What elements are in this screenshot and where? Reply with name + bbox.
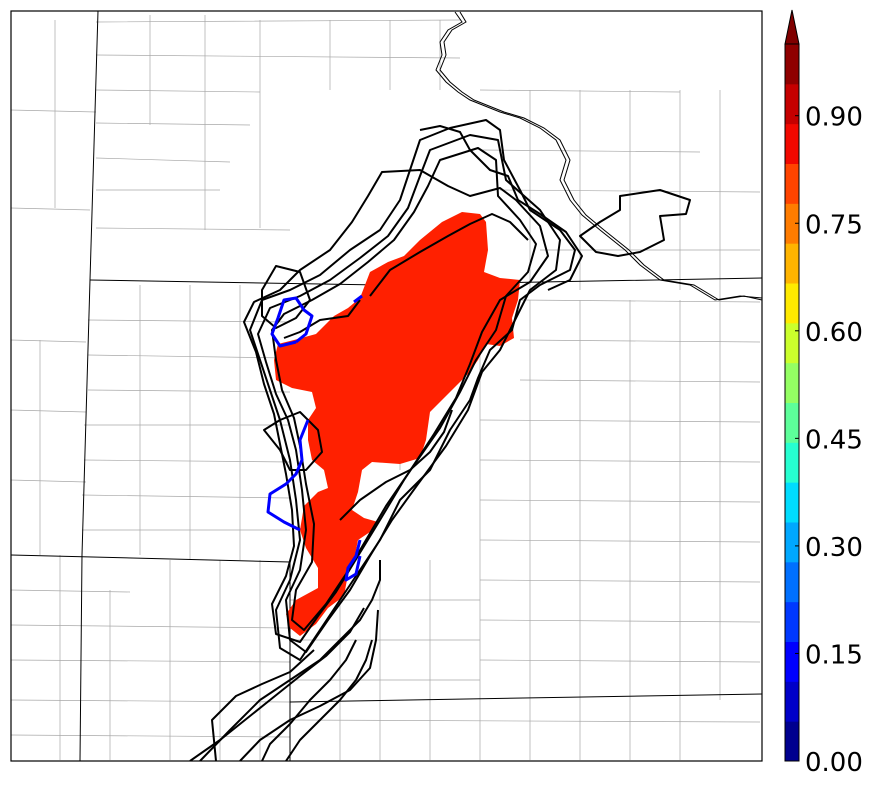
county-boundaries [11, 15, 761, 760]
colorbar-bin [785, 83, 799, 125]
colorbar-tick-label: 0.45 [805, 425, 863, 455]
colorbar-tick-label: 0.60 [805, 318, 863, 348]
colorbar-bin [785, 681, 799, 722]
colorbar-bin [785, 243, 799, 284]
colorbar-bin [785, 44, 799, 85]
colorbar-bin [785, 601, 799, 642]
colorbar-bin [785, 163, 799, 204]
colorbar-tick-label: 0.15 [805, 640, 863, 670]
colorbar-bin [785, 641, 799, 682]
colorbar-tick-label: 0.30 [805, 533, 863, 563]
observed-contour [266, 294, 363, 582]
colorbar-bin [785, 322, 799, 364]
colorbar-bins [785, 44, 799, 762]
ensemble-member-contours [189, 119, 691, 761]
colorbar-tick-label: 0.00 [805, 748, 863, 778]
colorbar-tick-label: 0.90 [805, 103, 863, 133]
colorbar-bin [785, 442, 799, 483]
colorbar-bin [785, 362, 799, 403]
colorbar-outline [784, 43, 800, 762]
colorbar-bin [785, 283, 799, 324]
colorbar-ticks: 0.00 0.15 0.30 0.45 0.60 0.75 0.90 [795, 103, 863, 778]
colorbar-tick-label: 0.75 [805, 210, 863, 240]
colorbar-bin [785, 123, 799, 164]
colorbar-bin [785, 203, 799, 244]
colorbar-extend-arrow [784, 9, 800, 45]
colorbar: 0.00 0.15 0.30 0.45 0.60 0.75 0.90 [784, 9, 863, 778]
map-frame [10, 10, 763, 762]
colorbar-bin [785, 402, 799, 443]
colorbar-bin [785, 721, 799, 762]
colorbar-bin [785, 482, 799, 523]
colorbar-bin [785, 522, 799, 563]
colorbar-bin [785, 561, 799, 603]
